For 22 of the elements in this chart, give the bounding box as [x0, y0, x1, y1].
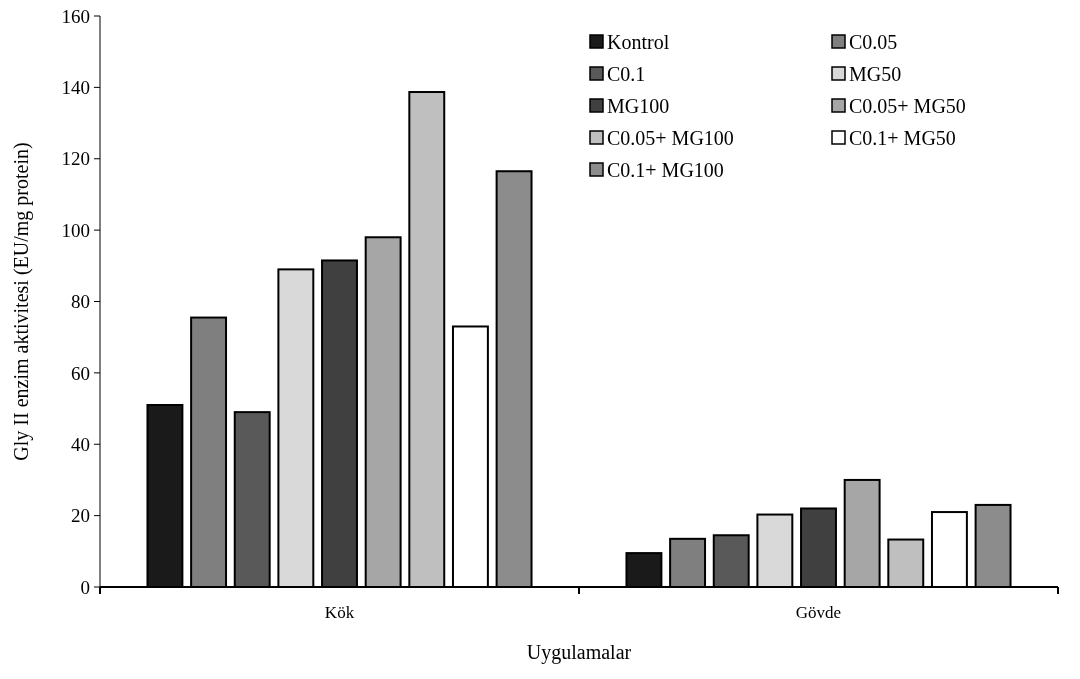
- x-tick-label: Gövde: [795, 603, 842, 622]
- y-tick-label: 20: [71, 505, 90, 527]
- legend-label: MG100: [607, 95, 670, 117]
- y-tick-label: 40: [71, 433, 90, 455]
- legend-label: C0.1+ MG100: [607, 159, 724, 181]
- legend-label: C0.1+ MG50: [849, 127, 956, 149]
- x-tick-label: Kök: [324, 603, 355, 622]
- y-tick-label: 160: [61, 5, 90, 27]
- y-tick-label: 0: [80, 576, 90, 598]
- y-tick-label: 100: [61, 219, 90, 241]
- legend-label: MG50: [849, 63, 902, 85]
- legend-label: C0.05+ MG100: [607, 127, 734, 149]
- legend-label: C0.05: [849, 31, 898, 53]
- y-tick-label: 60: [71, 362, 90, 384]
- legend-label: C0.1: [607, 63, 646, 85]
- y-tick-label: 140: [61, 77, 90, 99]
- legend-label: C0.05+ MG50: [849, 95, 966, 117]
- x-axis-title: Uygulamalar: [526, 641, 632, 664]
- y-tick-label: 80: [71, 291, 90, 313]
- legend-label: Kontrol: [607, 31, 670, 53]
- y-axis-title: Gly II enzim aktivitesi (EU/mg protein): [10, 142, 33, 461]
- y-tick-label: 120: [61, 148, 90, 170]
